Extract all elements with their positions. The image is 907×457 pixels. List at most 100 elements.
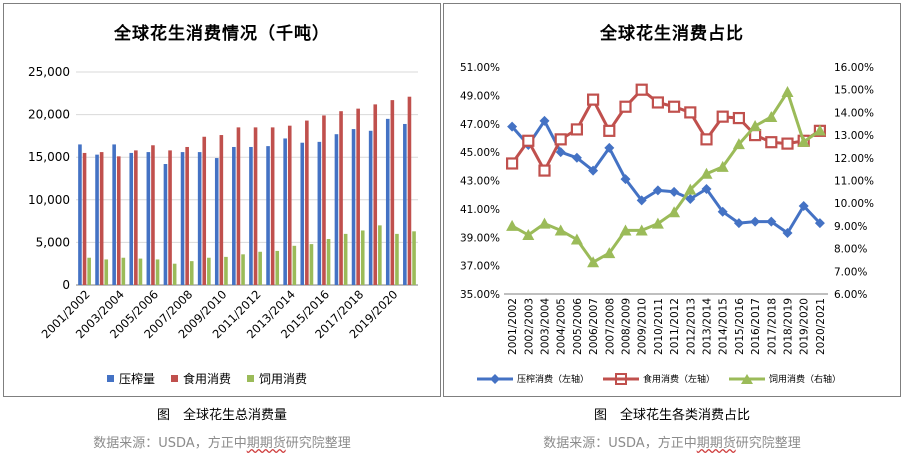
line-point-feed-share [570, 233, 583, 245]
line-point-food-share [732, 111, 745, 125]
line-point-food-share [684, 106, 697, 119]
bar-feed [189, 261, 194, 285]
line-point-crush-share [507, 121, 518, 132]
bar-food [270, 127, 275, 285]
bar-food [151, 145, 155, 285]
line-point-feed-share [651, 217, 664, 229]
legend-marker-food-share [603, 372, 640, 385]
line-source-mid: 期期货 [696, 436, 736, 451]
bar-feed [104, 259, 109, 285]
line-point-crush-share [750, 216, 761, 227]
line-point-feed-share [797, 135, 810, 147]
line-x-tick-label: 2010/2011 [653, 298, 665, 355]
line-point-crush-share [620, 174, 631, 185]
bar-food [339, 111, 343, 285]
line-point-food-share [603, 124, 616, 137]
line-y-left-tick-label: 43.00% [460, 176, 500, 188]
bar-crush [283, 138, 287, 285]
line-chart-legend: 压榨消费（左轴） 食用消费（左轴） 饲用消费（右轴） [470, 372, 848, 385]
bar-food [287, 125, 292, 286]
legend-item-crush: 压榨量 [107, 370, 155, 387]
bar-y-tick-label: 10,000 [28, 193, 70, 207]
line-y-right-tick-label: 6.00% [834, 289, 867, 301]
bar-crush [334, 134, 339, 285]
legend-item-feed: 饲用消费 [247, 370, 307, 387]
bar-chart-title: 全球花生消费情况（千吨） [114, 24, 330, 44]
bar-feed [292, 245, 297, 285]
line-point-food-share [716, 110, 729, 123]
line-x-tick-label: 2015/2016 [734, 298, 746, 355]
line-point-food-share [505, 157, 519, 170]
line-point-crush-share [604, 142, 615, 153]
legend-label-food-share: 食用消费（左轴） [643, 375, 716, 385]
line-point-food-share [619, 100, 632, 113]
bar-food [305, 120, 309, 286]
line-y-right-tick-label: 11.00% [834, 176, 874, 188]
line-point-crush-share [701, 184, 712, 195]
line-y-right-tick-label: 15.00% [834, 85, 874, 97]
bar-crush [197, 152, 202, 285]
bar-feed [343, 233, 348, 285]
legend-label-crush: 压榨量 [119, 372, 156, 386]
line-y-right-tick-label: 8.00% [834, 244, 867, 256]
line-point-crush-share [733, 218, 744, 229]
bar-crush [78, 144, 82, 285]
bar-food [185, 146, 189, 285]
line-point-crush-share [766, 216, 777, 227]
line-point-feed-share [716, 160, 729, 172]
line-x-tick-label: 2007/2008 [604, 298, 616, 355]
line-chart-caption: 图 全球花生各类消费占比 [593, 408, 750, 423]
line-x-tick-label: 2017/2018 [766, 298, 778, 355]
consumption-bar-chart-panel: 全球花生消费情况（千吨） 0 5,000 10,000 15,000 20,000 25,… [3, 3, 441, 397]
bar-crush [95, 154, 99, 285]
bar-crush [249, 146, 253, 285]
line-point-food-share [781, 137, 794, 150]
bar-food [236, 127, 241, 285]
line-point-crush-share [588, 165, 599, 176]
line-source-prefix: 数据来源：USDA，方正中 [543, 436, 697, 451]
bar-crush [300, 142, 305, 285]
legend-label-feed-share: 饲用消费（右轴） [769, 375, 842, 385]
line-x-tick-label: 2001/2002 [507, 298, 519, 355]
line-point-feed-share [700, 167, 713, 179]
line-x-tick-label: 2009/2010 [637, 298, 649, 355]
bar-feed [241, 254, 245, 285]
line-point-feed-share [538, 217, 551, 229]
line-x-tick-label: 2004/2005 [556, 298, 568, 355]
bar-crush [403, 123, 407, 285]
bar-y-tick-label: 15,000 [28, 150, 70, 164]
legend-item-feed-share: 饲用消费（右轴） [729, 372, 841, 385]
line-point-food-share [668, 100, 681, 113]
bar-crush [112, 144, 116, 285]
line-point-feed-share [554, 224, 567, 236]
line-x-tick-label: 2002/2003 [523, 298, 535, 355]
line-point-feed-share [587, 256, 600, 268]
line-y-left-tick-label: 47.00% [460, 119, 500, 131]
line-point-crush-share [636, 195, 647, 206]
bar-food [99, 152, 104, 285]
line-point-feed-share [506, 219, 519, 231]
bar-crush [266, 146, 270, 285]
line-x-tick-label: 2005/2006 [572, 298, 584, 355]
line-point-food-share [700, 133, 713, 146]
bar-feed [172, 263, 177, 285]
line-point-feed-share [635, 224, 648, 236]
line-point-crush-share [652, 185, 663, 196]
line-x-tick-label: 2014/2015 [718, 298, 730, 355]
line-x-tick-label: 2006/2007 [588, 298, 600, 355]
legend-marker-crush-share [477, 373, 513, 384]
line-point-feed-share [781, 85, 794, 97]
line-point-crush-share [814, 218, 825, 229]
bar-feed [138, 258, 143, 285]
line-y-right-tick-label: 9.00% [834, 221, 867, 233]
bar-chart-legend: 压榨量 食用消费 饲用消费 [99, 370, 315, 387]
bar-crush [129, 152, 134, 285]
line-point-food-share [570, 123, 584, 136]
bar-crush [163, 164, 168, 285]
bar-source-mid: 期期货 [246, 436, 286, 451]
line-point-crush-share [539, 115, 550, 126]
line-point-crush-share [555, 147, 566, 158]
line-x-tick-label: 2019/2020 [799, 298, 811, 355]
bar-food [168, 150, 172, 285]
